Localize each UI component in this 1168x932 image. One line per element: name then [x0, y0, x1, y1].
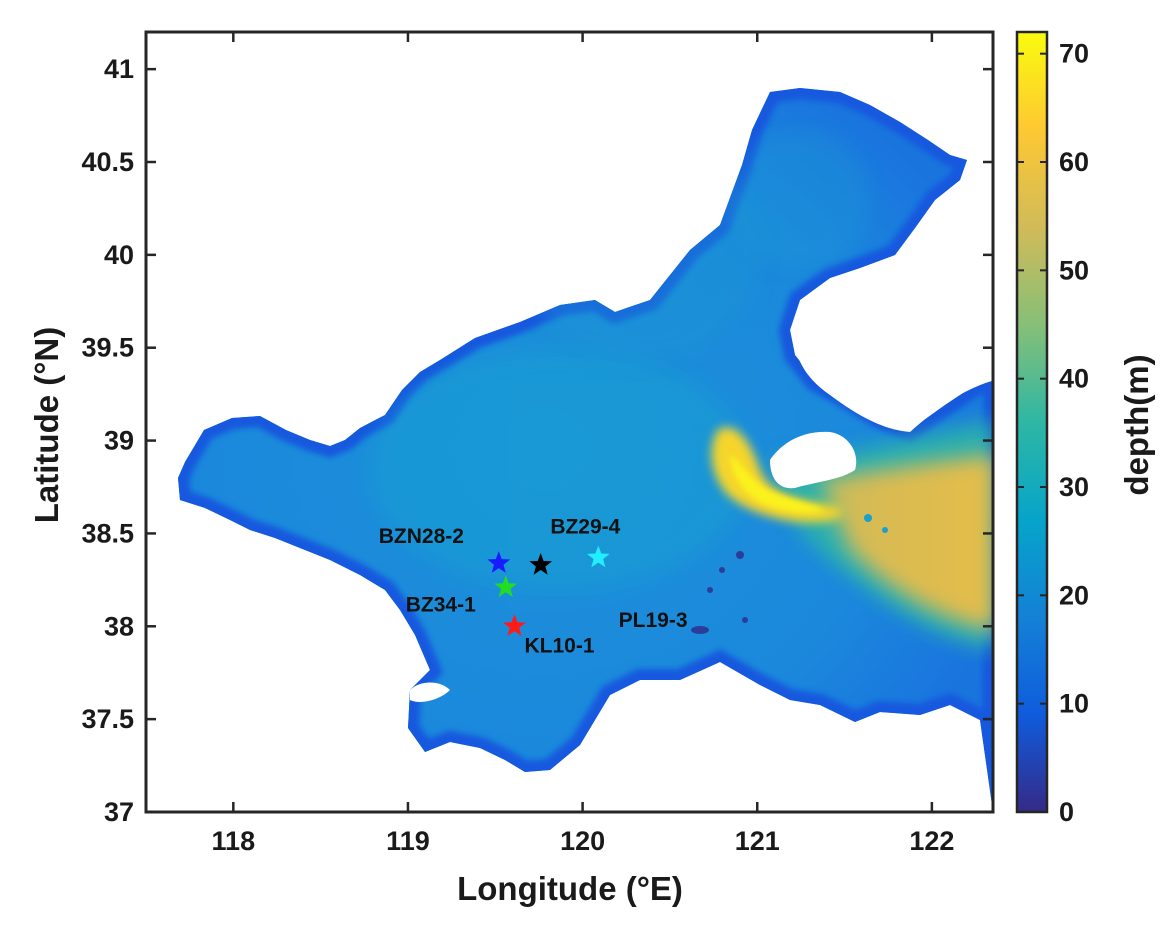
x-tick-label: 121 — [735, 826, 780, 856]
station-markers: BZN28-2 BZ34-1 KL10-1 PL19-3 BZ29-4 — [379, 516, 688, 658]
station-star-kl10-1 — [503, 614, 526, 636]
y-tick-label: 39.5 — [81, 333, 134, 363]
coastal-notch — [410, 682, 450, 702]
colorbar-tick-label: 30 — [1059, 472, 1089, 502]
station-label-bz34-1: BZ34-1 — [406, 593, 476, 616]
station-star-bzn28-2 — [487, 551, 511, 573]
colorbar-tick-label: 0 — [1059, 797, 1074, 827]
colorbar — [1015, 30, 1049, 814]
colorbar-tick-label: 20 — [1059, 580, 1089, 610]
x-tick-label: 118 — [212, 826, 256, 856]
x-tick-label: 122 — [909, 826, 954, 856]
y-tick-label: 40 — [104, 240, 134, 270]
x-axis-title: Longitude (°E) — [457, 870, 683, 907]
colorbar-ticks: 0 10 20 30 40 50 60 70 — [1017, 39, 1089, 827]
y-axis-title: Latitude (°N) — [28, 327, 65, 524]
x-axis-ticks: 118 119 120 121 122 — [212, 32, 954, 856]
station-label-bzn28-2: BZN28-2 — [379, 525, 464, 548]
colorbar-tick-label: 60 — [1059, 147, 1089, 177]
y-axis-ticks: 37 37.5 38 38.5 39 39.5 40 40.5 41 — [81, 54, 993, 827]
y-tick-label: 37.5 — [81, 704, 134, 734]
x-tick-label: 119 — [386, 826, 430, 856]
y-tick-label: 40.5 — [81, 147, 134, 177]
liaodong-peninsula-land — [794, 265, 993, 432]
y-tick-label: 38 — [104, 611, 134, 641]
colorbar-label: depth(m) — [1118, 354, 1155, 495]
colorbar-tick-label: 70 — [1059, 39, 1089, 69]
station-star-pl19-3 — [529, 553, 553, 575]
colorbar-tick-label: 50 — [1059, 255, 1089, 285]
y-tick-label: 38.5 — [81, 518, 134, 548]
colorbar-tick-label: 40 — [1059, 364, 1089, 394]
depth-raster — [146, 32, 993, 812]
y-tick-label: 39 — [104, 426, 134, 456]
station-star-bz29-4 — [586, 545, 610, 568]
station-star-bz34-1 — [494, 575, 518, 597]
station-label-pl19-3: PL19-3 — [619, 609, 688, 632]
shandong-peninsula-land — [770, 431, 857, 489]
colorbar-tick-label: 10 — [1059, 689, 1089, 719]
station-label-bz29-4: BZ29-4 — [550, 516, 620, 539]
y-tick-label: 37 — [104, 797, 134, 827]
y-tick-label: 41 — [104, 54, 134, 84]
x-tick-label: 120 — [560, 826, 605, 856]
station-label-kl10-1: KL10-1 — [524, 634, 594, 657]
plot-frame — [144, 30, 995, 814]
